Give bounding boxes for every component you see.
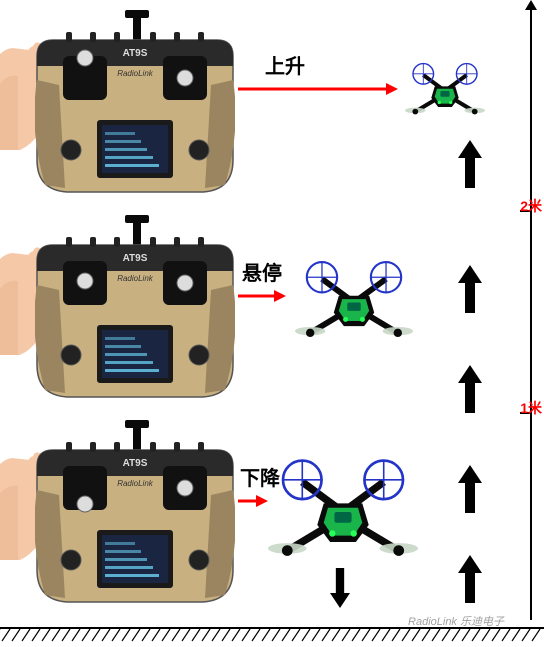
pointer-arrow <box>238 289 286 303</box>
down-arrow-icon <box>328 568 352 608</box>
svg-text:AT9S: AT9S <box>123 253 148 264</box>
action-label-ascend: 上升 <box>265 50 305 79</box>
remote-controller: AT9S RadioLink <box>35 215 235 400</box>
up-arrow-icon <box>458 140 482 188</box>
pointer-arrow <box>238 82 398 96</box>
watermark-text: RadioLink 乐迪电子 <box>408 613 504 629</box>
drone-large <box>268 458 418 566</box>
remote-controller: AT9S RadioLink <box>35 420 235 605</box>
up-arrow-icon <box>458 365 482 413</box>
svg-text:AT9S: AT9S <box>123 48 148 59</box>
pointer-arrow <box>238 494 268 508</box>
svg-text:AT9S: AT9S <box>123 458 148 469</box>
axis-label-1m: 1米 <box>520 398 542 418</box>
up-arrow-icon <box>458 465 482 513</box>
svg-text:RadioLink: RadioLink <box>117 274 154 283</box>
action-label-hover: 悬停 <box>242 257 282 286</box>
axis-label-2m: 2米 <box>520 196 542 216</box>
up-arrow-icon <box>458 555 482 603</box>
drone-medium <box>295 260 413 345</box>
altitude-axis <box>530 8 532 620</box>
ground-line <box>0 627 544 645</box>
svg-text:RadioLink: RadioLink <box>117 479 154 488</box>
remote-controller: AT9S RadioLink <box>35 10 235 195</box>
up-arrow-icon <box>458 265 482 313</box>
drone-small <box>405 62 485 120</box>
svg-text:RadioLink: RadioLink <box>117 69 154 78</box>
